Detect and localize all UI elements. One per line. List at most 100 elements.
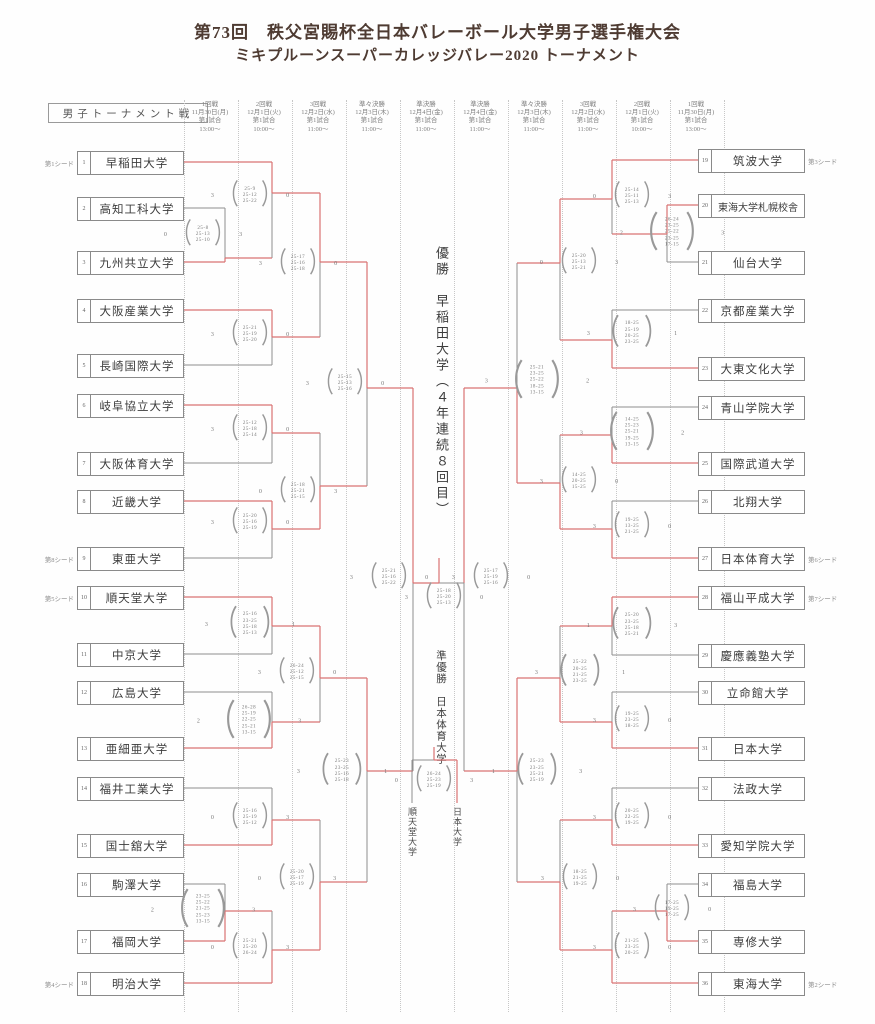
team-box-20: 20 東海大学札幌校舎	[698, 194, 805, 218]
set-count-left: 3	[579, 430, 583, 436]
set-count-left: 3	[451, 575, 455, 581]
set-score: 25-12	[242, 420, 258, 426]
set-count-left: 1	[491, 769, 495, 775]
bracket-paren-close: ）	[309, 476, 329, 507]
bracket-paren-close: ）	[400, 562, 420, 593]
set-score: 25-13	[337, 380, 353, 386]
set-count-right: 0	[616, 876, 620, 882]
set-score: 19-25	[624, 711, 640, 717]
team-name: 東海大学	[733, 979, 783, 991]
bracket-paren-close: ）	[643, 802, 663, 833]
set-score: 25-21	[571, 266, 587, 272]
team-name: 筑波大学	[733, 156, 783, 168]
round-header-line: 10:00～	[253, 125, 275, 133]
team-name: 大阪産業大学	[99, 306, 175, 318]
bracket-paren-close: ）	[455, 582, 475, 613]
set-score: 25-23	[334, 759, 350, 765]
set-score: 25-10	[195, 238, 211, 244]
score-bracket: 3 （ 25-22 20-25 21-25 23-25 ） 1	[534, 656, 626, 690]
set-score: 25-21	[242, 938, 258, 944]
column-separator	[453, 100, 455, 1012]
bracket-paren-close: ）	[643, 181, 663, 212]
set-scores: 25-22 20-25 21-25 23-25	[573, 660, 587, 685]
bracket-paren-open: （	[590, 409, 619, 456]
bracket-paren-close: ）	[550, 357, 579, 404]
set-count-right: 0	[286, 332, 290, 338]
set-scores: 25-8 25-13 25-10	[196, 226, 210, 245]
round-header-line: 3回戦	[579, 101, 597, 108]
round-header-line: 12月1日(火)	[247, 109, 281, 117]
set-score: 25-20	[242, 338, 258, 344]
set-count-right: 3	[668, 194, 672, 200]
team-box-2: 2 高知工科大学	[77, 197, 184, 221]
set-count-right: 1	[292, 622, 296, 628]
round-header-line: 第1試合	[684, 117, 708, 125]
team-name: 日本大学	[733, 744, 783, 756]
set-score: 25-22	[572, 660, 588, 666]
round-column-header: 準々決勝 12月3日(木) 第1試合 11:00～	[355, 101, 389, 134]
set-count-right: 3	[252, 907, 256, 913]
bracket-paren-open: （	[219, 319, 239, 350]
bracket-paren-open: （	[403, 765, 423, 796]
set-count-left: 0	[163, 232, 167, 238]
score-bracket: 3 （25-21 25-19 25-20） 0	[210, 321, 290, 349]
set-score: 25-19	[529, 778, 545, 784]
set-score: 25-14	[242, 433, 258, 439]
set-count-right: 3	[333, 876, 337, 882]
team-name: 九州共立大学	[99, 258, 175, 270]
set-score: 21-25	[624, 938, 640, 944]
round-header-line: 12月4日(金)	[463, 109, 497, 117]
round-column-header: 3回戦 12月2日(水) 第1試合 11:00～	[301, 101, 335, 134]
bracket-paren-close: ）	[261, 180, 281, 211]
team-box-11: 11 中京大学	[77, 643, 184, 667]
set-score: 25-13	[195, 231, 211, 237]
team-number: 31	[699, 738, 712, 760]
bracket-paren-close: ）	[591, 863, 611, 894]
set-scores: 25-20 25-17 25-19	[290, 870, 304, 889]
set-score: 25-18	[242, 426, 258, 432]
bracket-paren-open: （	[219, 802, 239, 833]
team-number: 1	[78, 152, 91, 174]
score-bracket: 3 （20-25 22-25 19-25） 0	[592, 804, 672, 832]
team-number: 3	[78, 252, 91, 274]
set-scores: 25-23 23-25 25-21 25-19	[530, 759, 544, 784]
team-box-34: 34 福島大学	[698, 873, 805, 897]
set-score: 23-25	[529, 371, 545, 377]
team-number: 8	[78, 491, 91, 513]
round-header-line: 1回戦	[687, 101, 705, 108]
team-number: 15	[78, 835, 91, 857]
column-separator	[669, 100, 671, 1012]
team-number: 17	[78, 931, 91, 953]
team-number: 9	[78, 548, 91, 570]
set-count-right: 3	[286, 945, 290, 951]
set-score: 25-19	[483, 574, 499, 580]
team-number: 16	[78, 874, 91, 896]
set-scores: 26-24 23-25 25-22 23-25 17-15	[665, 217, 679, 248]
round-header-line: 第1試合	[252, 117, 276, 125]
team-number: 14	[78, 778, 91, 800]
score-bracket: 0 （25-18 25-21 25-15） 3	[258, 478, 338, 506]
set-count-right: 3	[674, 623, 678, 629]
team-number: 35	[699, 931, 712, 953]
bracket-paren-close: ）	[216, 886, 245, 933]
bracket-paren-open: （	[266, 657, 286, 688]
set-scores: 25-18 25-20 25-13	[437, 589, 451, 608]
set-count-left: 2	[196, 718, 200, 724]
team-box-13: 13 亜細亜大学	[77, 737, 184, 761]
set-score: 25-15	[290, 495, 306, 501]
set-count-right: 0	[286, 520, 290, 526]
score-bracket: 3 （21-25 23-25 20-25） 0	[592, 934, 672, 962]
set-count-right: 2	[586, 378, 590, 384]
column-separator	[237, 100, 239, 1012]
set-score: 23-25	[195, 894, 211, 900]
score-bracket: 2 （ 26-28 25-19 22-25 25-21 13-15 ） 3	[196, 700, 302, 742]
round-header-line: 2回戦	[255, 101, 273, 108]
set-count-right: 3	[334, 489, 338, 495]
score-bracket: 3 （18-25 21-25 19-25） 0	[540, 865, 620, 893]
set-count-left: 0	[592, 194, 596, 200]
team-box-23: 23 大東文化大学	[698, 357, 805, 381]
score-bracket: 3 （17-25 19-25 17-25） 0	[632, 896, 712, 924]
set-count-left: 3	[592, 815, 596, 821]
team-name: 亜細亜大学	[105, 744, 169, 756]
set-score: 25-13	[242, 631, 258, 637]
